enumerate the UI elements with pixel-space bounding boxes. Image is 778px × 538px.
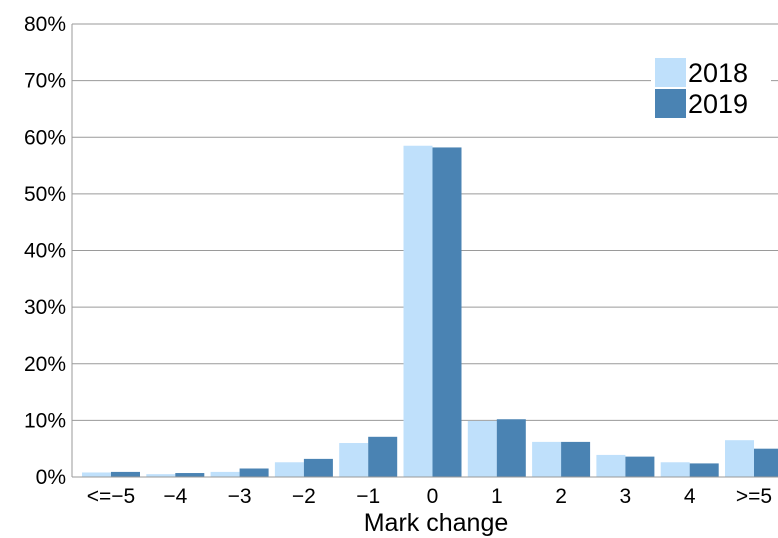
bar-2019-6 [496, 419, 526, 477]
bar-2018-5 [403, 145, 433, 477]
legend-swatch-2018 [655, 58, 686, 87]
bars [82, 145, 778, 477]
y-tick-label: 80% [24, 13, 66, 36]
bar-2019-4 [368, 436, 398, 477]
x-tick-label: −1 [356, 485, 380, 508]
axes [71, 24, 778, 478]
x-tick-label: 0 [427, 485, 439, 508]
bar-2018-4 [339, 443, 369, 477]
y-axis-tick-labels: 0% 10% 20% 30% 40% 50% 60% 70% 80% [24, 13, 66, 489]
legend-swatch-2019 [655, 89, 686, 118]
bar-2018-1 [146, 474, 176, 477]
x-tick-label: −4 [163, 485, 187, 508]
bar-2019-8 [625, 456, 655, 477]
bar-2019-3 [303, 458, 333, 477]
y-tick-label: 50% [24, 183, 66, 206]
legend-label-2018: 2018 [688, 58, 748, 88]
bar-2018-7 [532, 441, 562, 477]
y-tick-label: 40% [24, 240, 66, 263]
bar-2018-3 [274, 462, 304, 477]
bar-2019-9 [689, 463, 719, 477]
bar-2019-1 [175, 473, 205, 477]
y-tick-label: 30% [24, 296, 66, 319]
bar-2019-10 [754, 448, 778, 477]
bar-2018-0 [82, 472, 111, 477]
legend-label-2019: 2019 [688, 89, 748, 119]
y-tick-label: 20% [24, 353, 66, 376]
bar-2019-0 [111, 471, 140, 477]
bar-2019-7 [561, 441, 591, 477]
x-tick-label: 3 [620, 485, 632, 508]
x-tick-label: −3 [228, 485, 252, 508]
y-tick-label: 70% [24, 70, 66, 93]
x-tick-label: 4 [684, 485, 696, 508]
bar-2019-2 [239, 468, 269, 477]
y-tick-label: 60% [24, 126, 66, 149]
x-tick-label: >=5 [736, 485, 772, 508]
x-tick-label: 1 [491, 485, 503, 508]
bar-2018-8 [596, 454, 626, 477]
x-tick-label: <=−5 [87, 485, 135, 508]
x-tick-label: 2 [555, 485, 567, 508]
bar-2018-9 [660, 462, 690, 477]
bar-2018-2 [210, 471, 240, 477]
bar-2018-6 [467, 420, 497, 477]
bar-2018-10 [725, 440, 754, 477]
x-tick-label: −2 [292, 485, 316, 508]
y-tick-label: 0% [36, 466, 66, 489]
bar-2019-5 [432, 147, 462, 477]
y-tick-label: 10% [24, 409, 66, 432]
x-axis-tick-labels: <=−5 −4 −3 −2 −1 0 1 2 3 4 >=5 [87, 485, 772, 508]
x-axis-title: Mark change [364, 509, 509, 537]
